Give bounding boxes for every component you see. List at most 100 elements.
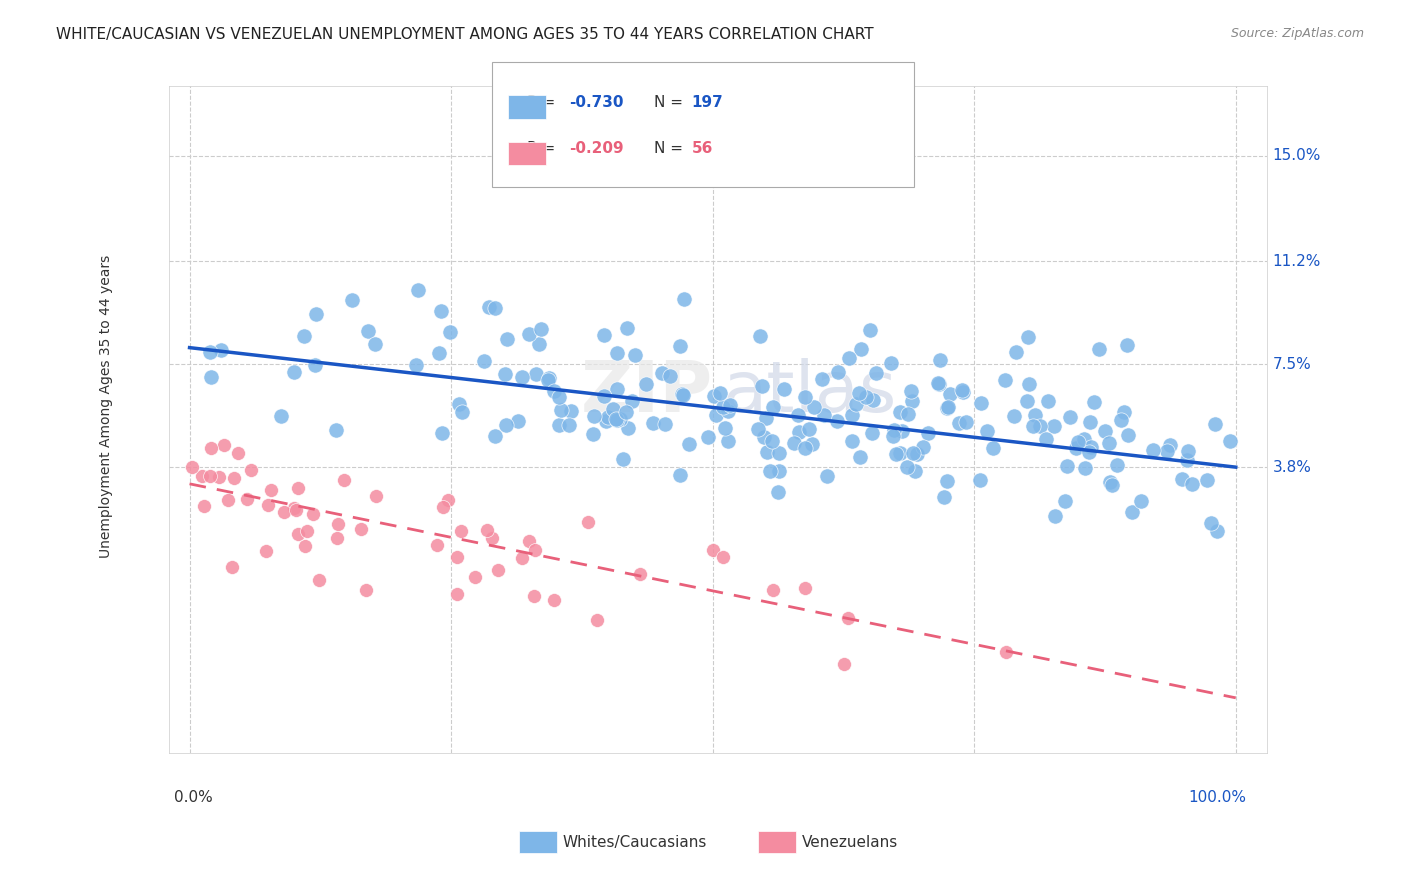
Whites/Caucasians xyxy=(658,368,681,383)
Venezuelans xyxy=(702,542,724,557)
Venezuelans xyxy=(477,523,499,537)
Whites/Caucasians xyxy=(200,369,222,384)
Whites/Caucasians xyxy=(430,303,453,318)
Venezuelans xyxy=(446,586,468,600)
Whites/Caucasians xyxy=(762,400,785,414)
Whites/Caucasians xyxy=(717,403,740,417)
Whites/Caucasians xyxy=(948,417,970,431)
Whites/Caucasians xyxy=(294,329,316,343)
Whites/Caucasians xyxy=(900,384,922,398)
Whites/Caucasians xyxy=(1059,410,1081,425)
Text: ZIP: ZIP xyxy=(581,358,713,426)
Whites/Caucasians xyxy=(1116,428,1139,442)
Whites/Caucasians xyxy=(494,368,516,382)
Whites/Caucasians xyxy=(768,464,790,478)
Text: -0.209: -0.209 xyxy=(569,142,624,156)
Whites/Caucasians xyxy=(801,437,824,451)
Whites/Caucasians xyxy=(935,401,957,415)
Text: 0.0%: 0.0% xyxy=(174,789,212,805)
Whites/Caucasians xyxy=(430,425,453,440)
Whites/Caucasians xyxy=(1028,418,1050,433)
Whites/Caucasians xyxy=(1056,458,1078,473)
Whites/Caucasians xyxy=(495,418,517,433)
Whites/Caucasians xyxy=(789,425,811,440)
Whites/Caucasians xyxy=(484,301,506,315)
Whites/Caucasians xyxy=(548,417,571,432)
Whites/Caucasians xyxy=(1121,505,1143,519)
Whites/Caucasians xyxy=(1101,478,1123,492)
Whites/Caucasians xyxy=(543,384,565,398)
Venezuelans xyxy=(762,582,785,597)
Text: -0.730: -0.730 xyxy=(569,95,624,110)
Venezuelans xyxy=(364,489,387,503)
Text: 3.8%: 3.8% xyxy=(1272,459,1312,475)
Whites/Caucasians xyxy=(768,446,790,460)
Whites/Caucasians xyxy=(901,393,924,408)
Whites/Caucasians xyxy=(550,403,572,417)
Whites/Caucasians xyxy=(270,409,292,423)
Venezuelans xyxy=(793,581,815,595)
Text: WHITE/CAUCASIAN VS VENEZUELAN UNEMPLOYMENT AMONG AGES 35 TO 44 YEARS CORRELATION: WHITE/CAUCASIAN VS VENEZUELAN UNEMPLOYME… xyxy=(56,27,875,42)
Venezuelans xyxy=(273,505,295,519)
Whites/Caucasians xyxy=(1114,404,1136,418)
Whites/Caucasians xyxy=(305,307,328,321)
Whites/Caucasians xyxy=(1073,432,1095,446)
Text: 11.2%: 11.2% xyxy=(1272,254,1320,269)
Whites/Caucasians xyxy=(617,421,640,435)
Whites/Caucasians xyxy=(527,336,550,351)
Whites/Caucasians xyxy=(1054,494,1077,508)
Whites/Caucasians xyxy=(927,376,949,390)
Whites/Caucasians xyxy=(1098,436,1121,450)
Whites/Caucasians xyxy=(609,411,631,425)
Whites/Caucasians xyxy=(592,389,614,403)
Whites/Caucasians xyxy=(449,397,471,411)
Whites/Caucasians xyxy=(697,430,720,444)
Whites/Caucasians xyxy=(1219,434,1241,448)
Whites/Caucasians xyxy=(1094,424,1116,438)
Whites/Caucasians xyxy=(952,385,974,400)
Whites/Caucasians xyxy=(845,397,868,411)
Whites/Caucasians xyxy=(1195,473,1218,487)
Whites/Caucasians xyxy=(582,409,605,423)
Text: N =: N = xyxy=(654,95,688,110)
Whites/Caucasians xyxy=(472,353,495,368)
Text: N =: N = xyxy=(654,142,688,156)
Whites/Caucasians xyxy=(811,372,834,386)
Whites/Caucasians xyxy=(905,447,928,461)
Venezuelans xyxy=(287,481,309,495)
Whites/Caucasians xyxy=(512,370,534,384)
Venezuelans xyxy=(543,593,565,607)
Whites/Caucasians xyxy=(1035,433,1057,447)
Whites/Caucasians xyxy=(859,322,882,336)
Venezuelans xyxy=(450,524,472,538)
Text: Venezuelans: Venezuelans xyxy=(801,835,897,849)
Whites/Caucasians xyxy=(884,447,907,461)
Whites/Caucasians xyxy=(606,382,628,396)
Whites/Caucasians xyxy=(1199,516,1222,530)
Whites/Caucasians xyxy=(849,450,872,464)
Whites/Caucasians xyxy=(994,373,1017,387)
Whites/Caucasians xyxy=(524,368,547,382)
Venezuelans xyxy=(326,531,349,545)
Whites/Caucasians xyxy=(1017,329,1039,343)
Whites/Caucasians xyxy=(848,386,870,401)
Whites/Caucasians xyxy=(671,387,693,401)
Whites/Caucasians xyxy=(1115,338,1137,352)
Whites/Caucasians xyxy=(838,351,860,366)
Whites/Caucasians xyxy=(1099,475,1122,490)
Whites/Caucasians xyxy=(793,442,815,456)
Whites/Caucasians xyxy=(606,412,628,426)
Text: atlas: atlas xyxy=(723,358,897,426)
Whites/Caucasians xyxy=(1021,419,1043,434)
Whites/Caucasians xyxy=(889,405,911,419)
Whites/Caucasians xyxy=(1181,476,1204,491)
Whites/Caucasians xyxy=(439,326,461,340)
Whites/Caucasians xyxy=(602,401,624,416)
Whites/Caucasians xyxy=(198,345,221,359)
Whites/Caucasians xyxy=(970,396,993,410)
Whites/Caucasians xyxy=(304,358,326,372)
Whites/Caucasians xyxy=(711,401,734,415)
Whites/Caucasians xyxy=(405,358,427,372)
Whites/Caucasians xyxy=(1205,524,1227,538)
Whites/Caucasians xyxy=(1175,453,1198,467)
